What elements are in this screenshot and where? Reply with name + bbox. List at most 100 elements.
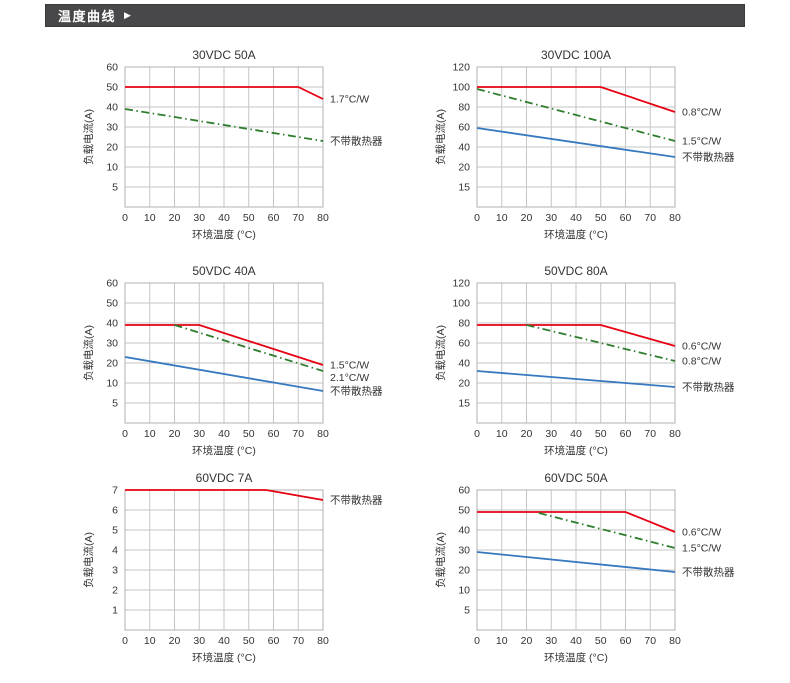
x-tick-label: 60 [620,428,632,440]
y-tick-label: 80 [458,102,470,114]
y-tick-label: 30 [458,545,470,557]
y-tick-label: 5 [464,605,470,617]
series-line-red [477,324,676,347]
series-label: 1.5°C/W [682,136,721,148]
series-line-green [526,324,676,362]
y-tick-label: 1 [112,605,118,617]
x-tick-label: 10 [144,428,156,440]
arrow-right-icon: ▶ [124,10,131,20]
chart-svg: 50VDC 80A 120 100 80 60 40 20 15 0 10 20 30 40 50 60 70… [434,264,735,457]
x-axis-label: 环境温度 (°C) [192,444,256,457]
y-axis-label: 负载电流(A) [434,325,447,381]
x-tick-label: 60 [268,212,280,224]
section-title: 温度曲线 [58,9,117,24]
x-tick-label: 0 [474,212,480,224]
y-tick-label: 20 [106,142,118,154]
x-tick-label: 50 [595,428,607,440]
y-tick-label: 5 [112,398,118,410]
x-tick-label: 70 [644,428,656,440]
y-tick-label: 100 [452,298,470,310]
x-axis-label: 环境温度 (°C) [544,651,608,664]
y-axis-label: 负载电流(A) [82,325,95,381]
y-tick-label: 2 [112,585,118,597]
x-tick-label: 0 [122,635,128,647]
series-line-blue [124,356,324,392]
x-tick-label: 50 [595,635,607,647]
series-line-red [125,86,324,100]
x-tick-label: 10 [496,635,508,647]
x-tick-label: 20 [169,428,181,440]
chart-30vdc-50a: 30VDC 50A 60 50 40 30 20 10 5 0 10 20 30 40 50 60 70 80 环… [60,45,405,245]
y-tick-label: 20 [106,358,118,370]
chart-title: 60VDC 7A [196,471,253,485]
plot-frame [124,66,324,208]
x-tick-label: 30 [545,635,557,647]
y-tick-label: 15 [458,182,470,194]
y-tick-label: 20 [458,378,470,390]
y-tick-label: 3 [112,565,118,577]
series-label: 不带散热器 [330,385,383,398]
x-tick-label: 40 [570,212,582,224]
y-tick-label: 40 [458,358,470,370]
series-label: 不带散热器 [330,494,383,507]
x-tick-label: 20 [521,212,533,224]
grid [476,66,676,208]
y-tick-label: 50 [458,505,470,517]
series-label: 不带散热器 [682,566,735,579]
y-tick-label: 50 [106,298,118,310]
x-tick-label: 30 [193,212,205,224]
y-tick-label: 7 [112,485,118,497]
chart-50vdc-80a: 50VDC 80A 120 100 80 60 40 20 15 0 10 20 30 40 50 60 70… [412,261,757,461]
y-tick-label: 4 [112,545,118,557]
y-tick-label: 40 [458,525,470,537]
series-label: 1.5°C/W [682,543,721,555]
x-tick-label: 50 [595,212,607,224]
x-tick-label: 10 [496,428,508,440]
x-tick-label: 30 [545,212,557,224]
x-tick-label: 70 [644,635,656,647]
x-tick-label: 40 [570,635,582,647]
x-axis-label: 环境温度 (°C) [544,444,608,457]
x-tick-label: 70 [292,212,304,224]
x-tick-label: 40 [218,635,230,647]
series-label: 1.7°C/W [330,94,369,106]
y-tick-label: 6 [112,505,118,517]
x-tick-label: 20 [521,635,533,647]
x-tick-label: 80 [317,212,329,224]
x-tick-label: 50 [243,635,255,647]
y-tick-label: 5 [112,182,118,194]
x-tick-label: 40 [218,212,230,224]
x-tick-label: 0 [474,635,480,647]
x-tick-label: 40 [570,428,582,440]
x-tick-label: 70 [292,635,304,647]
y-tick-label: 120 [452,62,470,74]
series-line-red [477,86,676,113]
series-line-green [538,512,676,549]
x-tick-label: 40 [218,428,230,440]
x-tick-label: 80 [317,428,329,440]
series-line-red [125,324,324,366]
y-tick-label: 15 [458,398,470,410]
x-tick-label: 0 [122,212,128,224]
y-axis-label: 负载电流(A) [82,532,95,588]
x-tick-label: 50 [243,212,255,224]
y-tick-label: 10 [106,162,118,174]
y-axis-label: 负载电流(A) [434,532,447,588]
y-axis-label: 负载电流(A) [434,109,447,165]
chart-title: 60VDC 50A [544,471,607,485]
y-tick-label: 10 [106,378,118,390]
y-tick-label: 50 [106,82,118,94]
x-tick-label: 60 [620,212,632,224]
chart-60vdc-50a: 60VDC 50A 60 50 40 30 20 10 5 0 10 20 30 40 50 60 70 80 环… [412,468,757,668]
y-tick-label: 30 [106,122,118,134]
y-tick-label: 30 [106,338,118,350]
x-tick-label: 0 [122,428,128,440]
plot-frame [476,66,676,208]
x-tick-label: 80 [669,212,681,224]
x-tick-label: 0 [474,428,480,440]
y-tick-label: 5 [112,525,118,537]
chart-30vdc-100a: 30VDC 100A 120 100 80 60 40 20 15 0 10 20 30 40 50 60 7… [412,45,757,245]
x-tick-label: 30 [193,635,205,647]
